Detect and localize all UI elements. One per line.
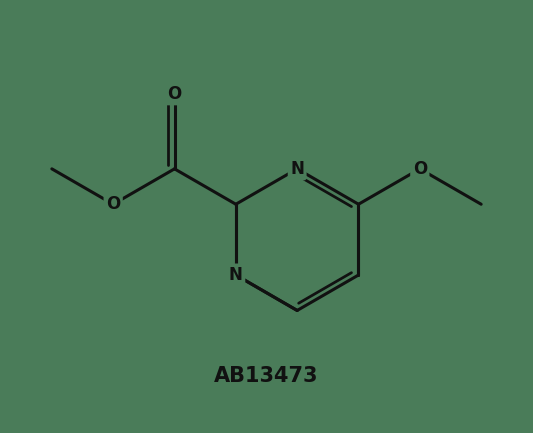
Text: O: O bbox=[413, 160, 427, 178]
Text: AB13473: AB13473 bbox=[214, 366, 319, 386]
Text: O: O bbox=[106, 195, 120, 213]
Text: N: N bbox=[290, 160, 304, 178]
Text: N: N bbox=[229, 266, 243, 284]
Text: O: O bbox=[167, 85, 182, 103]
